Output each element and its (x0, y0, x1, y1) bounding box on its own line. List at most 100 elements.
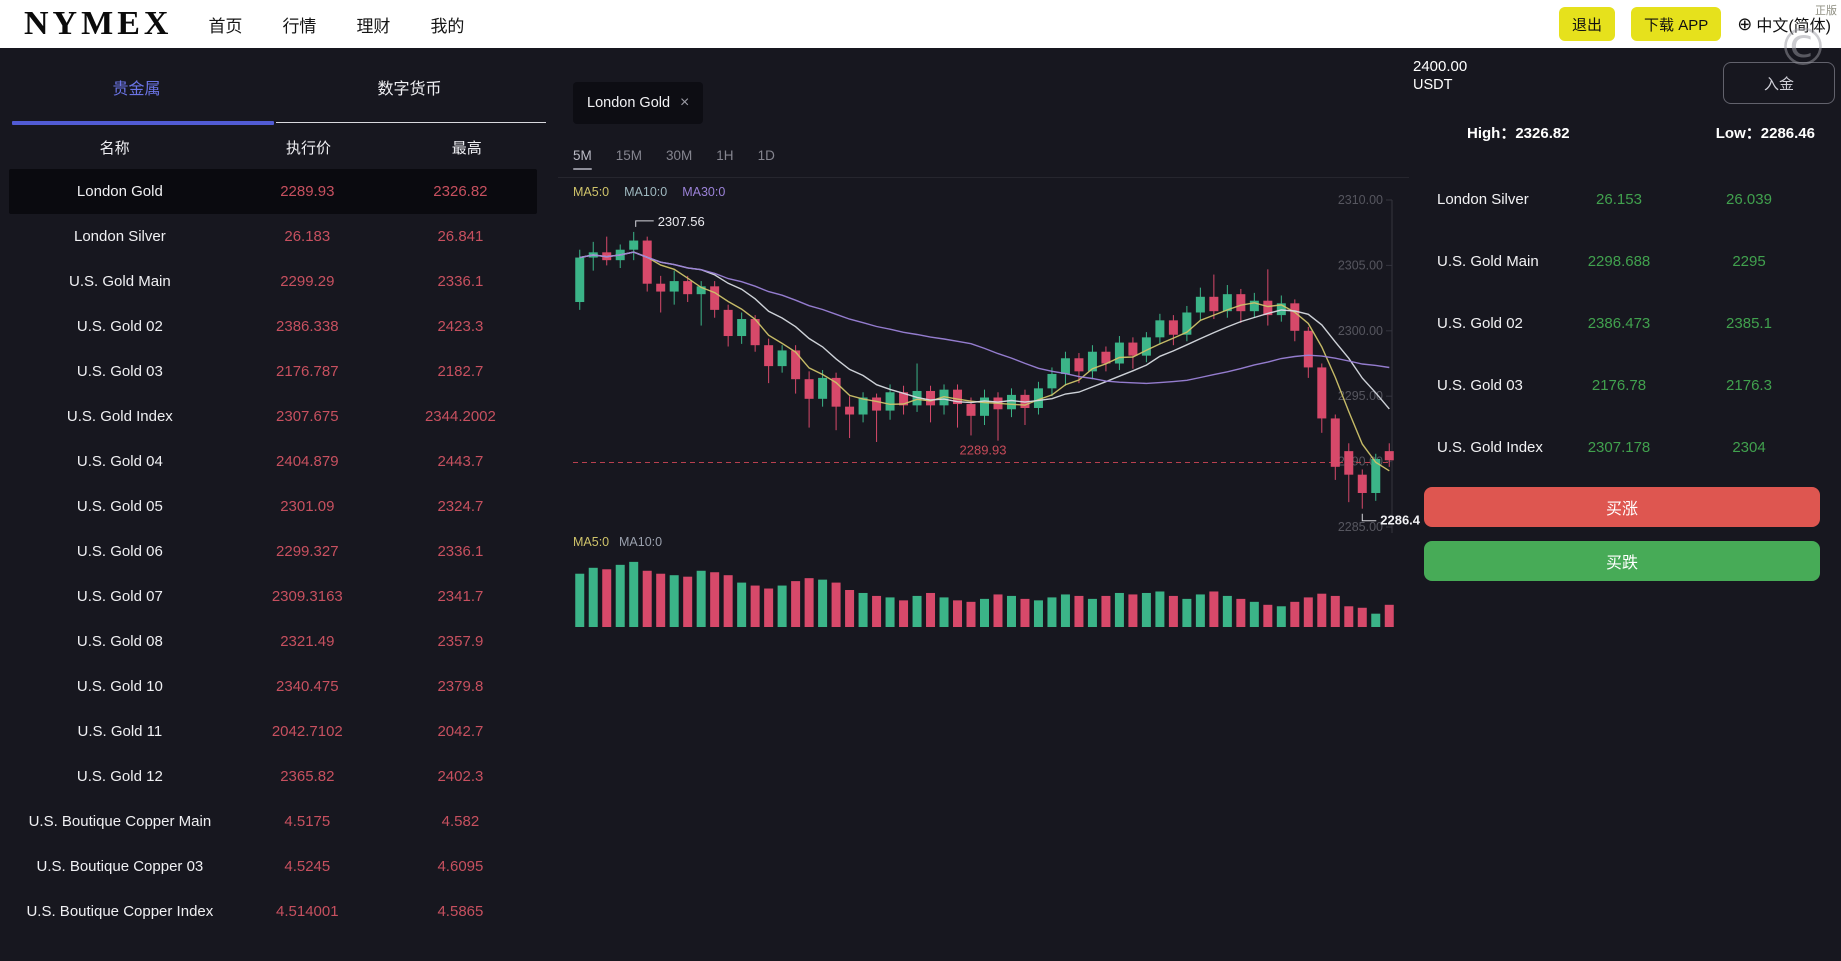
instrument-row[interactable]: London Silver 26.183 26.841 (9, 214, 537, 259)
timeframe-15m[interactable]: 15M (616, 148, 642, 170)
volume-bar (845, 590, 855, 627)
high-price: 2182.7 (437, 363, 484, 380)
volume-bar (588, 567, 598, 627)
symbol-tab[interactable]: London Gold × (573, 82, 704, 124)
instrument-name: U.S. Gold 05 (76, 498, 163, 515)
nav-item-home[interactable]: 首页 (208, 16, 243, 36)
volume-bar (1182, 598, 1192, 627)
buy-up-button[interactable]: 买涨 (1424, 487, 1820, 527)
instrument-row[interactable]: U.S. Gold 06 2299.327 2336.1 (9, 529, 537, 574)
instrument-row[interactable]: U.S. Gold 11 2042.7102 2042.7 (9, 709, 537, 754)
instrument-row[interactable]: U.S. Gold Main 2299.29 2336.1 (9, 259, 537, 304)
instrument-row[interactable]: U.S. Gold 12 2365.82 2402.3 (9, 754, 537, 799)
instrument-row[interactable]: U.S. Gold 10 2340.475 2379.8 (9, 664, 537, 709)
strike-price: 26.183 (284, 228, 331, 245)
watchlist-name: U.S. Gold 03 (1437, 376, 1523, 394)
watchlist-value-2: 2176.3 (1726, 376, 1772, 394)
high-price: 2423.3 (437, 318, 484, 335)
tab-precious-metals[interactable]: 贵金属 (112, 80, 161, 98)
candle-body (642, 240, 652, 284)
instrument-row[interactable]: London Gold 2289.93 2326.82 (9, 169, 537, 214)
download-app-button[interactable]: 下载 APP (1631, 7, 1722, 41)
globe-icon: ⊕ (1737, 14, 1753, 34)
instrument-row[interactable]: U.S. Gold 08 2321.49 2357.9 (9, 619, 537, 664)
deposit-button[interactable]: 入金 (1723, 62, 1835, 104)
high-marker-line (635, 220, 654, 227)
candle-body (1344, 451, 1354, 475)
candle-body (818, 377, 828, 399)
instrument-row[interactable]: U.S. Gold 02 2386.338 2423.3 (9, 304, 537, 349)
strike-price: 2299.29 (280, 273, 335, 290)
instrument-row[interactable]: U.S. Gold 03 2176.787 2182.7 (9, 349, 537, 394)
instrument-name: U.S. Gold 11 (77, 723, 163, 740)
high-price: 2042.7 (437, 723, 484, 740)
instrument-row[interactable]: U.S. Gold 07 2309.3163 2341.7 (9, 574, 537, 619)
instrument-row[interactable]: U.S. Gold 05 2301.09 2324.7 (9, 484, 537, 529)
volume-bar (1006, 595, 1016, 627)
high-price: 2379.8 (437, 678, 484, 695)
tab-crypto[interactable]: 数字货币 (377, 80, 442, 98)
volume-bar (872, 595, 882, 627)
nav-item-finance[interactable]: 理财 (356, 16, 391, 36)
volume-bar (1209, 591, 1219, 627)
timeframe-underline (716, 168, 733, 170)
candle-body (696, 286, 706, 295)
nav-item-market[interactable]: 行情 (282, 16, 317, 36)
logout-button[interactable]: 退出 (1559, 7, 1616, 41)
candlestick-chart[interactable]: 2310.002305.002300.002295.002290.002285.… (546, 188, 1426, 668)
language-selector[interactable]: ⊕ 中文(简体) (1737, 12, 1831, 36)
candle-body (1384, 451, 1394, 461)
volume-bar (1047, 597, 1057, 627)
watchlist-value-1: 2386.473 (1587, 314, 1651, 332)
volume-bar (602, 569, 612, 627)
topbar: NYMEX 首页 行情 理财 我的 退出 下载 APP ⊕ 中文(简体) 正版 (0, 0, 1841, 48)
low-marker-line (1361, 513, 1377, 522)
timeframe-30m[interactable]: 30M (666, 148, 692, 170)
watchlist-row[interactable]: U.S. Gold 03 2176.78 2176.3 (1404, 354, 1841, 416)
timeframe-5m[interactable]: 5M (573, 148, 592, 170)
volume-bar (1263, 604, 1273, 627)
instrument-row[interactable]: U.S. Boutique Copper Index 4.514001 4.5865 (9, 889, 537, 934)
volume-bar (818, 579, 828, 627)
high-price: 26.841 (437, 228, 484, 245)
watchlist-value-2: 26.039 (1726, 190, 1772, 208)
instrument-name: U.S. Gold Main (69, 273, 171, 290)
instrument-row[interactable]: U.S. Boutique Copper Main 4.5175 4.582 (9, 799, 537, 844)
volume-bar (804, 578, 814, 627)
candle-body (1033, 388, 1043, 408)
instrument-name: U.S. Gold 07 (76, 588, 163, 605)
watchlist-row[interactable]: London Silver 26.153 26.039 (1404, 168, 1841, 230)
volume-bar (750, 585, 760, 627)
volume-bar (1087, 598, 1097, 627)
candle-body (750, 319, 760, 346)
timeframe-1h[interactable]: 1H (716, 148, 733, 170)
watchlist-row[interactable]: U.S. Gold Main 2298.688 2295 (1404, 230, 1841, 292)
timeframe-label: 1D (757, 148, 775, 163)
watchlist-row[interactable]: U.S. Gold Index 2307.178 2304 (1404, 416, 1841, 478)
volume-bar (953, 600, 963, 627)
volume-bar (656, 573, 666, 627)
instrument-row[interactable]: U.S. Boutique Copper 03 4.5245 4.6095 (9, 844, 537, 889)
buy-down-button[interactable]: 买跌 (1424, 541, 1820, 581)
volume-bar (858, 592, 868, 627)
candle-body (1195, 296, 1205, 313)
ma-line-5 (579, 251, 1390, 472)
close-icon[interactable]: × (680, 94, 690, 111)
instrument-sidebar: 贵金属 数字货币 名称 执行价 最高 London Gold 2289.93 2326.8… (0, 48, 546, 961)
watchlist-row[interactable]: U.S. Gold 02 2386.473 2385.1 (1404, 292, 1841, 354)
timeframe-label: 1H (716, 148, 734, 163)
high-price: 2357.9 (437, 633, 484, 650)
timeframe-1d[interactable]: 1D (758, 148, 775, 170)
watchlist: London Silver 26.153 26.039 U.S. Gold Main 2… (1404, 168, 1841, 478)
instrument-row[interactable]: U.S. Gold 04 2404.879 2443.7 (9, 439, 537, 484)
candle-body (1330, 418, 1340, 467)
watchlist-value-1: 2307.178 (1587, 438, 1651, 456)
candle-body (845, 406, 855, 415)
candle-body (804, 379, 814, 399)
volume-bar (615, 564, 625, 627)
low-marker-label: 2286.4 (1380, 513, 1421, 528)
instrument-row[interactable]: U.S. Gold Index 2307.675 2344.2002 (9, 394, 537, 439)
candle-body (683, 281, 693, 295)
nav-item-mine[interactable]: 我的 (430, 16, 465, 36)
active-tab-underline (12, 121, 274, 125)
